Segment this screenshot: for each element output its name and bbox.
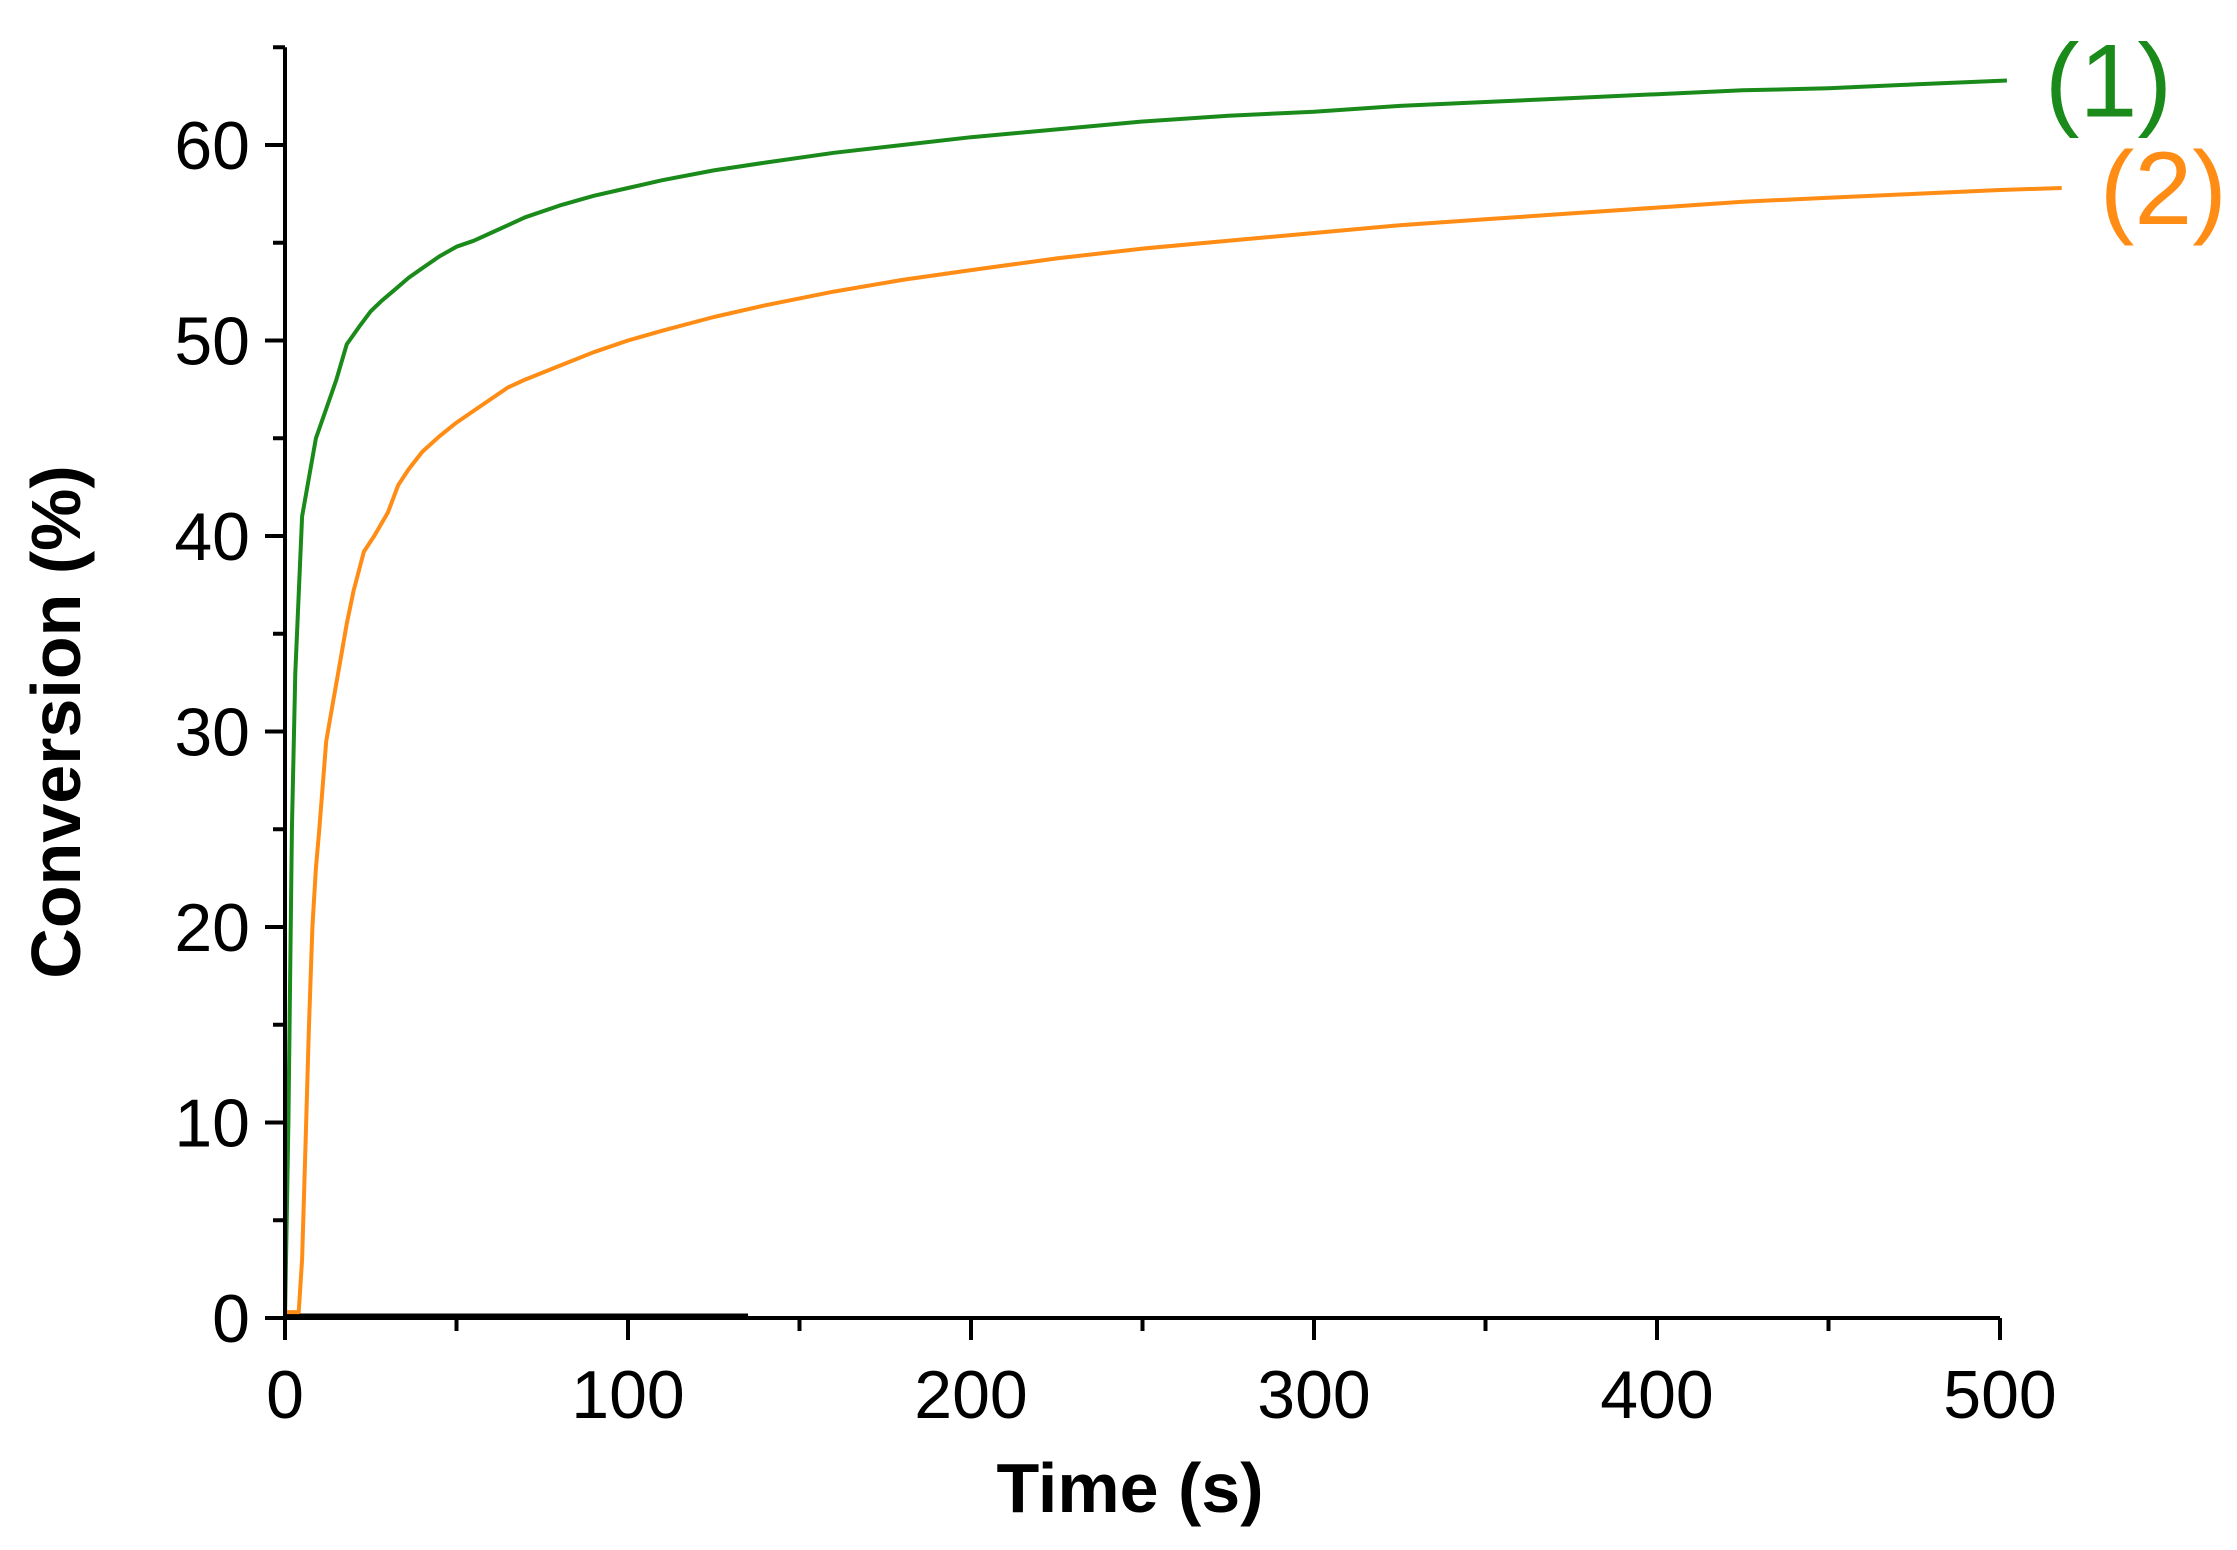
x-tick-label: 500 xyxy=(1943,1357,2056,1433)
y-tick-label: 60 xyxy=(174,108,250,184)
y-tick-label: 20 xyxy=(174,890,250,966)
x-tick-label: 0 xyxy=(266,1357,304,1433)
y-tick-label: 50 xyxy=(174,304,250,380)
y-tick-label: 30 xyxy=(174,695,250,771)
x-tick-label: 400 xyxy=(1600,1357,1713,1433)
labels: 0 10 20 30 40 50 60 0 100 200 300 400 500 Time (s) Con… xyxy=(17,23,2227,1527)
series-line-2 xyxy=(285,186,2062,1315)
y-tick-label: 10 xyxy=(174,1086,250,1162)
series-label-2: (2) xyxy=(2100,131,2227,247)
y-tick-label: 0 xyxy=(212,1281,250,1357)
x-tick-label: 100 xyxy=(571,1357,684,1433)
y-axis-title: Conversion (%) xyxy=(17,465,95,978)
y-tick-label: 40 xyxy=(174,499,250,575)
series-line-1 xyxy=(283,78,2007,1319)
axes xyxy=(265,45,2002,1340)
x-tick-label: 200 xyxy=(914,1357,1027,1433)
x-axis-title: Time (s) xyxy=(996,1449,1263,1527)
series-label-1: (1) xyxy=(2045,23,2172,139)
x-tick-label: 300 xyxy=(1257,1357,1370,1433)
series-layer xyxy=(283,78,2062,1319)
